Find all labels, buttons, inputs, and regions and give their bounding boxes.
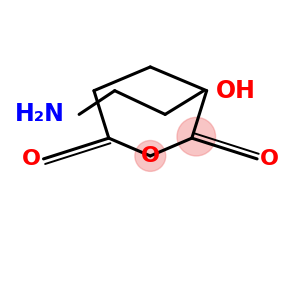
Text: O: O — [260, 149, 279, 169]
Text: O: O — [141, 146, 160, 166]
Text: O: O — [22, 149, 40, 169]
Text: H₂N: H₂N — [14, 102, 64, 126]
Circle shape — [177, 117, 216, 156]
Circle shape — [135, 140, 166, 171]
Text: OH: OH — [216, 79, 255, 103]
